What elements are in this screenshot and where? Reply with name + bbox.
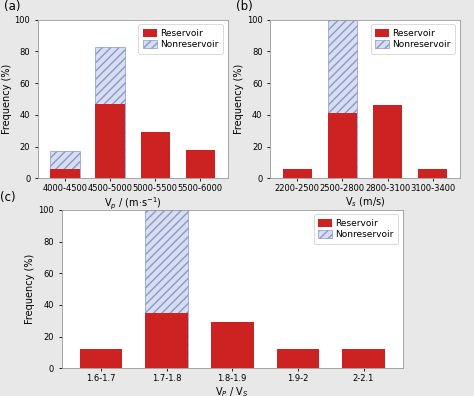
Bar: [50, 151, 80, 178]
Bar: [342, 349, 385, 368]
Bar: [141, 132, 170, 178]
Bar: [186, 150, 215, 178]
Text: (c): (c): [0, 190, 16, 204]
X-axis label: V$_s$ (m/s): V$_s$ (m/s): [345, 196, 385, 209]
Text: (b): (b): [236, 0, 253, 13]
Legend: Reservoir, Nonreservoir: Reservoir, Nonreservoir: [371, 24, 455, 54]
Bar: [50, 169, 80, 178]
Y-axis label: Frequency (%): Frequency (%): [2, 64, 12, 134]
Y-axis label: Frequency (%): Frequency (%): [234, 64, 244, 134]
Bar: [283, 169, 312, 178]
Bar: [146, 210, 188, 368]
Bar: [95, 47, 125, 178]
Bar: [373, 105, 402, 178]
Bar: [146, 313, 188, 368]
Bar: [80, 349, 122, 368]
Bar: [328, 20, 357, 178]
Bar: [418, 169, 447, 178]
X-axis label: V$_p$ / (m·s$^{-1}$): V$_p$ / (m·s$^{-1}$): [104, 196, 162, 212]
X-axis label: V$_P$ / V$_S$: V$_P$ / V$_S$: [216, 386, 249, 396]
Legend: Reservoir, Nonreservoir: Reservoir, Nonreservoir: [314, 214, 398, 244]
Legend: Reservoir, Nonreservoir: Reservoir, Nonreservoir: [138, 24, 223, 54]
Y-axis label: Frequency (%): Frequency (%): [26, 254, 36, 324]
Bar: [276, 349, 319, 368]
Bar: [95, 104, 125, 178]
Bar: [211, 322, 254, 368]
Bar: [328, 113, 357, 178]
Text: (a): (a): [4, 0, 20, 13]
